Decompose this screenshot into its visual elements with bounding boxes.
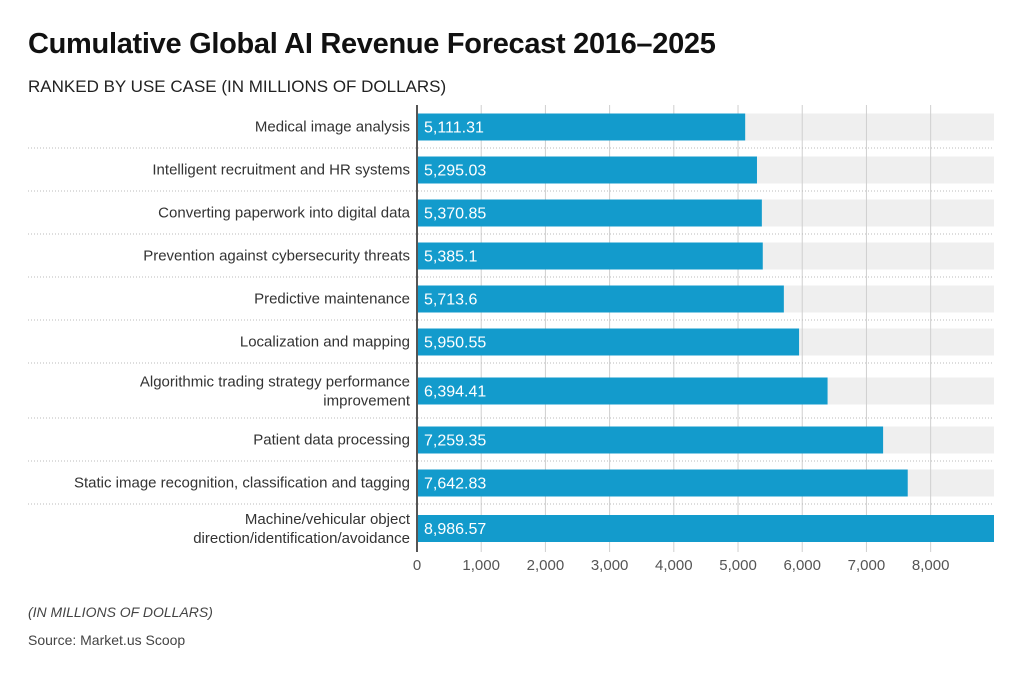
bar-chart: 5,111.31 Medical image analysis 5,295.03 In… [28,105,994,574]
data-label: 5,370.85 [424,206,486,223]
x-tick-label: 0 [413,557,421,574]
category-label: Predictive maintenance [254,291,410,308]
category-label: Intelligent recruitment and HR systems [152,162,410,179]
category-label-line: Algorithmic trading strategy performance [140,374,410,391]
data-label: 5,385.1 [424,249,477,266]
category-label: Static image recognition, classification… [74,475,410,492]
category-label-line: improvement [323,393,411,410]
data-label: 5,950.55 [424,335,486,352]
bar [417,469,908,497]
x-tick-label: 8,000 [912,557,950,574]
bar [417,242,763,270]
bar [417,377,828,405]
units-note: (IN MILLIONS OF DOLLARS) [28,604,213,620]
category-label-line: Machine/vehicular object [245,511,411,528]
data-label: 5,713.6 [424,292,477,309]
category-label: Medical image analysis [255,119,410,136]
bar [417,328,800,356]
x-tick-label: 2,000 [527,557,565,574]
data-label: 5,295.03 [424,163,486,180]
category-label: Localization and mapping [240,334,410,351]
x-tick-label: 6,000 [783,557,821,574]
data-label: 6,394.41 [424,384,486,401]
bar [417,515,994,542]
category-label: Patient data processing [253,432,410,449]
chart-title: Cumulative Global AI Revenue Forecast 20… [28,28,716,60]
bar [417,426,884,454]
chart-subtitle: RANKED BY USE CASE (IN MILLIONS OF DOLLA… [28,77,447,96]
bar [417,156,757,184]
x-tick-label: 4,000 [655,557,693,574]
bar [417,113,746,141]
data-label: 7,259.35 [424,433,486,450]
category-label: Prevention against cybersecurity threats [143,248,410,265]
x-tick-label: 5,000 [719,557,757,574]
category-label: Algorithmic trading strategy performance… [140,374,411,410]
bar [417,199,762,227]
bar [417,285,784,313]
x-tick-label: 1,000 [462,557,500,574]
data-label: 5,111.31 [424,120,484,137]
x-tick-label: 7,000 [848,557,886,574]
source-note: Source: Market.us Scoop [28,632,186,648]
x-tick-label: 3,000 [591,557,629,574]
category-label: Machine/vehicular object direction/identi… [193,511,411,547]
data-label: 8,986.57 [424,521,486,538]
category-label-line: direction/identification/avoidance [193,530,410,547]
category-label: Converting paperwork into digital data [158,205,410,222]
data-label: 7,642.83 [424,476,486,493]
